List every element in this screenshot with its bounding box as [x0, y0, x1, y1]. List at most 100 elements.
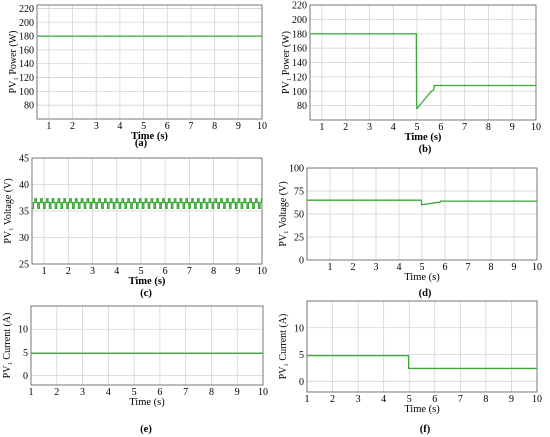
x-tick-label: 8: [489, 262, 494, 273]
x-tick-label: 7: [458, 394, 463, 405]
x-tick-label: 5: [415, 122, 420, 133]
x-tick-label: 9: [235, 266, 240, 277]
x-tick-label: 7: [183, 387, 188, 398]
x-tick-label: 8: [483, 394, 488, 405]
x-tick-label: 9: [236, 121, 241, 132]
x-tick-label: 3: [367, 122, 372, 133]
y-tick-label: 140: [292, 58, 307, 69]
plot-frame: [31, 157, 263, 265]
y-tick-label: 180: [292, 29, 307, 40]
panel-caption: (e): [140, 424, 152, 435]
x-tick-label: 8: [212, 121, 217, 132]
x-tick-label: 2: [70, 121, 75, 132]
panel-caption: (d): [419, 288, 432, 299]
y-tick-label: 100: [292, 87, 307, 98]
y-tick-label: 45: [19, 154, 29, 165]
x-tick-label: 7: [462, 122, 467, 133]
plot-frame: [306, 300, 538, 393]
x-tick-label: 1: [46, 121, 51, 132]
y-tick-label: 120: [19, 73, 34, 84]
y-tick-label: 220: [19, 4, 34, 15]
x-tick-label: 1: [319, 122, 324, 133]
x-tick-label: 1: [29, 387, 34, 398]
x-tick-label: 5: [132, 387, 137, 398]
y-tick-label: 25: [294, 233, 304, 244]
y-tick-label: 100: [19, 87, 34, 98]
x-tick-label: 9: [509, 394, 514, 405]
x-tick-label: 1: [328, 262, 333, 273]
x-tick-label: 10: [532, 394, 542, 405]
x-tick-label: 6: [165, 121, 170, 132]
x-tick-label: 4: [117, 121, 122, 132]
plot-frame: [30, 305, 264, 386]
x-tick-label: 8: [211, 266, 216, 277]
plot-frame: [36, 4, 263, 120]
y-tick-label: 50: [294, 210, 304, 221]
y-axis-label: PV₁ Power (W): [8, 31, 19, 94]
x-axis-label: Time (s): [129, 276, 166, 287]
x-tick-label: 3: [356, 394, 361, 405]
y-axis-label: PV₁ Current (A): [278, 314, 289, 380]
x-axis-label: Time (s): [404, 404, 440, 415]
y-tick-label: 5: [299, 350, 304, 361]
x-tick-label: 3: [80, 387, 85, 398]
panel-caption: (a): [135, 138, 148, 149]
x-tick-label: 5: [407, 394, 412, 405]
y-tick-label: 80: [297, 101, 307, 112]
y-tick-label: 35: [19, 207, 29, 218]
x-tick-label: 8: [209, 387, 214, 398]
x-tick-label: 2: [54, 387, 59, 398]
chart-panel-b: 1 2 3 4 5 6 7 8 9 10 80 100 120 140 160 180 200 220 Time (…: [281, 1, 541, 156]
x-tick-label: 8: [486, 122, 491, 133]
plot-frame: [309, 4, 537, 121]
x-tick-label: 9: [510, 122, 515, 133]
x-axis-label: Time (s): [405, 132, 442, 143]
x-tick-label: 1: [305, 394, 310, 405]
x-tick-label: 4: [114, 266, 119, 277]
x-tick-label: 10: [258, 387, 268, 398]
y-tick-label: 100: [289, 164, 304, 175]
y-tick-label: 160: [19, 45, 34, 56]
chart-panel-f: 1 2 3 4 5 6 7 8 9 10 0 5 10 Time (s) PV₁ Current (A) (f…: [278, 300, 542, 435]
series-line: [307, 354, 537, 370]
y-tick-label: 200: [292, 15, 307, 26]
x-tick-label: 9: [235, 387, 240, 398]
x-tick-label: 2: [66, 266, 71, 277]
y-axis-label: PV₁ Voltage (V): [3, 178, 14, 243]
x-tick-label: 7: [466, 262, 471, 273]
y-tick-label: 5: [23, 348, 28, 359]
y-tick-label: 10: [18, 325, 28, 336]
x-tick-label: 6: [438, 122, 443, 133]
x-tick-label: 5: [141, 121, 146, 132]
x-tick-label: 2: [343, 122, 348, 133]
x-tick-label: 10: [532, 262, 542, 273]
y-tick-label: 140: [19, 59, 34, 70]
y-tick-label: 0: [299, 377, 304, 388]
y-tick-label: 160: [292, 44, 307, 55]
panel-caption: (f): [420, 424, 431, 435]
x-axis-label: Time (s): [131, 131, 168, 142]
series-line: [307, 199, 537, 206]
x-tick-label: 4: [391, 122, 396, 133]
x-tick-label: 6: [157, 387, 162, 398]
x-tick-label: 6: [443, 262, 448, 273]
x-axis-label: Time (s): [129, 397, 165, 408]
series-line: [310, 33, 536, 110]
series-line: [32, 198, 263, 209]
y-axis-label: PV₁ Power (W): [281, 31, 292, 94]
y-tick-label: 0: [23, 371, 28, 382]
chart-panel-e: 1 2 3 4 5 6 7 8 9 10 0 5 10 Time (s) PV₁ Current (A) (e…: [2, 305, 268, 435]
y-tick-label: 120: [292, 72, 307, 83]
x-tick-label: 7: [188, 121, 193, 132]
y-tick-label: 25: [19, 260, 29, 271]
chart-panel-a: 1 2 3 4 5 6 7 8 9 10 80 100 120 140 160 180 200 220 Time (…: [8, 4, 267, 149]
x-tick-label: 6: [163, 266, 168, 277]
y-tick-label: 30: [19, 233, 29, 244]
plot-frame: [306, 167, 538, 261]
x-tick-label: 10: [257, 266, 267, 277]
x-tick-label: 3: [374, 262, 379, 273]
y-tick-label: 10: [294, 323, 304, 334]
y-tick-label: 220: [292, 1, 307, 12]
